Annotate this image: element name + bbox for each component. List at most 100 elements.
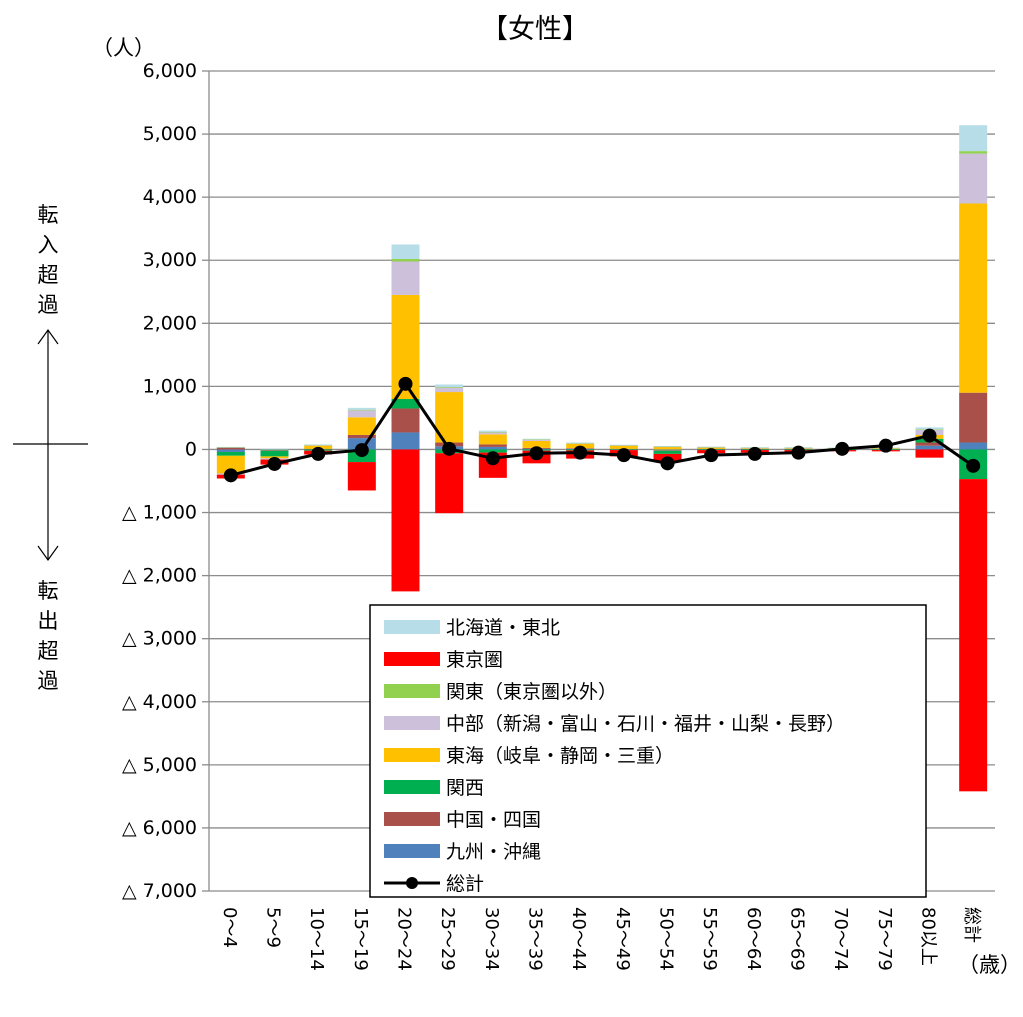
bar-segment [391,408,420,433]
bar-segment [216,447,245,450]
y-tick-label: △ 2,000 [122,565,197,587]
bar-segment [959,479,988,792]
bar-segment [566,443,595,444]
x-tick-label: 20～24 [394,907,415,971]
x-tick-label: 25～29 [437,907,458,971]
legend-swatch [384,620,440,634]
x-tick-label: 80以上 [918,907,939,966]
y-tick-label: △ 7,000 [122,880,197,902]
total-point [660,456,675,471]
bar-segment [304,445,333,446]
bar-segment [260,449,289,450]
bar-segment [653,446,682,450]
bar-segment [609,445,638,449]
y-tick-label: △ 6,000 [122,817,197,839]
bar-segment [915,442,944,446]
legend-swatch [384,716,440,730]
total-point [791,445,806,460]
y-tick-label: 3,000 [143,249,197,271]
bar-segment [347,410,376,418]
x-tick-label: 50～54 [656,907,677,971]
bar-segment [391,449,420,592]
bar-segment [391,244,420,259]
x-tick-label: 35～39 [525,907,546,971]
bar-segment [304,444,333,446]
legend-marker [406,877,418,889]
total-point [223,468,238,483]
legend-label: 九州・沖縄 [446,841,541,863]
y-tick-label: △ 5,000 [122,754,197,776]
total-point [398,376,413,391]
legend-label: 中国・四国 [446,809,541,831]
bar-segment [347,417,376,435]
bar-segment [959,203,988,393]
bar-segment [260,450,289,457]
x-tick-label: 15～19 [350,907,371,971]
total-line [223,376,981,483]
total-point [922,428,937,443]
legend-box [369,604,927,898]
bar-segment [653,450,682,454]
total-point [573,445,588,460]
bar-segment [391,261,420,295]
bar-segment [347,434,376,439]
legend-swatch [384,652,440,666]
bar-segment [304,444,333,445]
bar-segment [216,446,245,448]
bar-segment [260,450,289,451]
y-tick-label: 0 [185,438,197,460]
x-tick-label: 60～64 [743,907,764,971]
bar-segment [435,384,464,388]
inflow-label: 転入超過 [38,203,59,317]
x-tick-label: 40～44 [568,907,589,971]
bar-segment [478,431,507,433]
y-tick-label: 2,000 [143,312,197,334]
y-tick-label: △ 1,000 [122,502,197,524]
bar-segment [915,449,944,458]
total-polyline [230,381,975,477]
bar-segment [391,399,420,409]
y-tick-label: △ 4,000 [122,691,197,713]
bar-segment [216,451,245,456]
bar-segment [653,449,682,451]
total-point [878,438,893,453]
side-indicator [13,328,88,562]
bar-segment [915,445,944,450]
legend-swatch [384,684,440,698]
bar-segment [653,446,682,447]
total-point [485,451,500,466]
bar-segment [478,432,507,435]
total-point [616,448,631,463]
bar-segment [959,442,988,450]
x-tick-label: 0～4 [219,907,240,948]
bar-segment [522,439,551,440]
bar-segment [478,430,507,432]
legend-label: 北海道・東北 [446,617,560,639]
bar-segment [959,151,988,154]
bar-segment [697,446,726,448]
x-tick-label: 10～14 [306,907,327,971]
bar-segment [347,409,376,411]
x-tick-label: 45～49 [612,907,633,971]
bar-segment [609,445,638,446]
bar-segment [478,446,507,450]
legend-label: 東海（岐阜・静岡・三重） [446,745,674,767]
bar-segment [566,442,595,444]
total-point [529,446,544,461]
x-tick-label: 総計 [961,907,982,943]
bar-segment [347,407,376,410]
bar-segment [697,446,726,448]
bar-segment [609,445,638,446]
outflow-label: 転出超過 [38,579,59,693]
legend-label: 中部（新潟・富山・石川・福井・山梨・長野） [446,713,845,735]
x-tick-label: 55～59 [699,907,720,971]
bar-segment [216,455,245,474]
bar-segment [478,444,507,447]
bar-segment [566,442,595,444]
legend-label: 東京圏 [446,649,503,671]
x-axis: 0～4 5～9 10～14 15～19 20～24 25～29 30～34 35～39 40～4… [219,907,982,971]
bar-segment [478,449,507,453]
legend-swatch [384,748,440,762]
legend-label: 総計 [446,873,484,895]
y-unit-label: （人） [92,36,155,60]
